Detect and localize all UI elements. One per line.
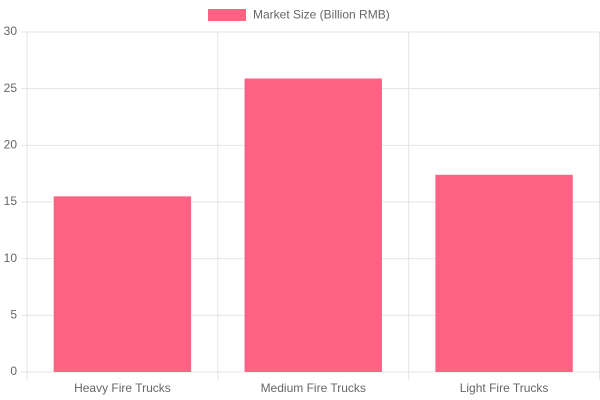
y-tick-label: 20: [4, 138, 18, 152]
y-tick-label: 25: [4, 81, 18, 95]
bar: [53, 196, 192, 372]
legend-swatch[interactable]: [208, 9, 246, 21]
y-tick-label: 0: [10, 364, 17, 378]
x-tick-label: Medium Fire Trucks: [261, 381, 366, 395]
bar: [435, 174, 573, 372]
y-tick-label: 5: [10, 308, 17, 322]
x-tick-label: Heavy Fire Trucks: [74, 381, 171, 395]
y-tick-label: 30: [4, 24, 18, 38]
legend-label[interactable]: Market Size (Billion RMB): [253, 8, 390, 22]
y-tick-label: 10: [4, 251, 18, 265]
bar: [244, 78, 382, 372]
y-tick-label: 15: [4, 194, 18, 208]
x-tick-label: Light Fire Trucks: [460, 381, 549, 395]
